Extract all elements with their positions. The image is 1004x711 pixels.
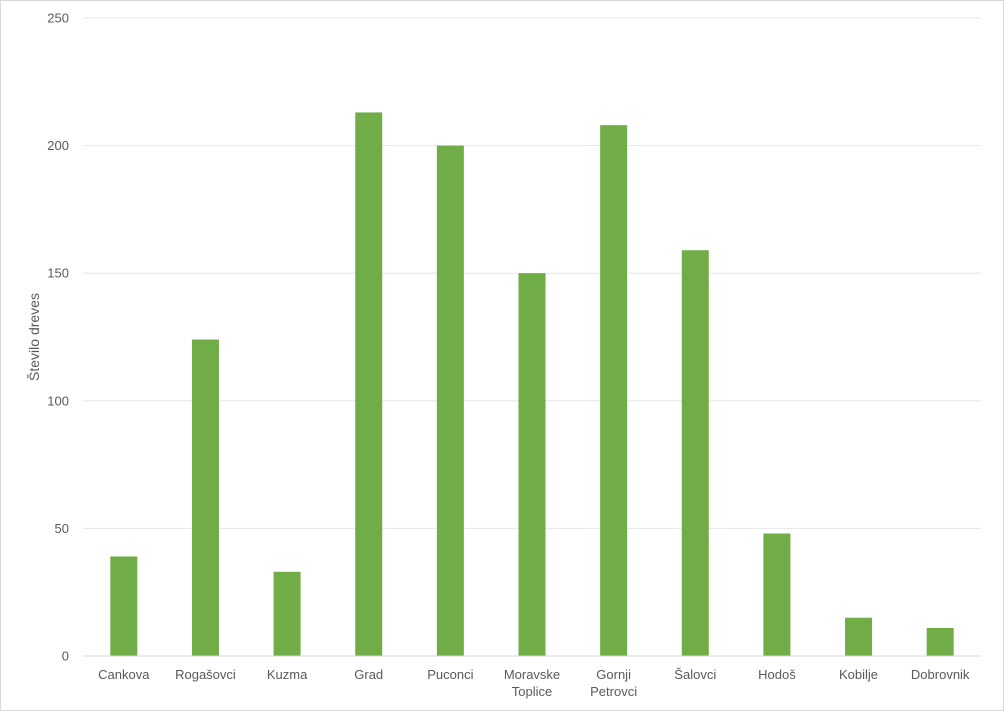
x-tick-label: Grad <box>354 667 383 682</box>
bar <box>600 125 628 656</box>
x-tick-label: Kuzma <box>267 667 308 682</box>
bar <box>436 145 464 656</box>
y-tick-label: 100 <box>47 393 69 408</box>
y-axis-title: Število dreves <box>26 293 42 381</box>
bar <box>518 273 546 656</box>
x-tick-label: Gornji Petrovci <box>590 667 637 699</box>
bar <box>355 112 383 656</box>
bar <box>763 533 791 656</box>
y-tick-label: 150 <box>47 266 69 281</box>
bars <box>110 112 954 656</box>
bar <box>926 627 954 656</box>
x-tick-label: Rogašovci <box>175 667 236 682</box>
x-tick-label: Šalovci <box>674 667 716 682</box>
labels: 0 50 100 150 200 250 Cankova Rogašovci Kuzma Grad… <box>47 11 970 700</box>
x-tick-label: Cankova <box>98 667 150 682</box>
bar <box>191 339 219 656</box>
bar <box>681 250 709 656</box>
y-tick-label: 200 <box>47 138 69 153</box>
x-tick-label: Dobrovnik <box>911 667 970 682</box>
bar <box>845 617 873 656</box>
x-tick-label: Hodoš <box>758 667 796 682</box>
x-tick-label: Moravske Toplice <box>504 667 560 699</box>
bar <box>110 556 138 656</box>
x-tick-label: Kobilje <box>839 667 878 682</box>
x-tick-label: Puconci <box>427 667 473 682</box>
bar <box>273 571 301 656</box>
y-tick-label: 50 <box>55 521 69 536</box>
y-tick-label: 0 <box>62 649 69 664</box>
y-tick-label: 250 <box>47 11 69 26</box>
